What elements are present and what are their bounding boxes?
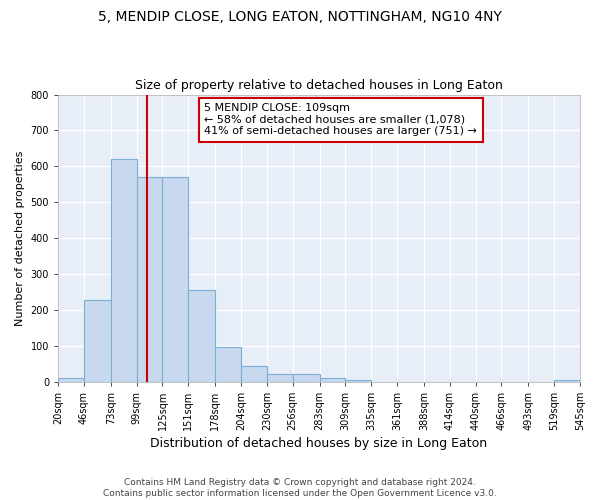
Bar [215, 347, 241, 382]
Text: 5, MENDIP CLOSE, LONG EATON, NOTTINGHAM, NG10 4NY: 5, MENDIP CLOSE, LONG EATON, NOTTINGHAM,… [98, 10, 502, 24]
Title: Size of property relative to detached houses in Long Eaton: Size of property relative to detached ho… [135, 79, 503, 92]
Text: Contains HM Land Registry data © Crown copyright and database right 2024.
Contai: Contains HM Land Registry data © Crown c… [103, 478, 497, 498]
Bar [554, 380, 580, 382]
Bar [188, 290, 215, 382]
Bar [293, 374, 320, 382]
Text: 5 MENDIP CLOSE: 109sqm
← 58% of detached houses are smaller (1,078)
41% of semi-: 5 MENDIP CLOSE: 109sqm ← 58% of detached… [204, 103, 477, 136]
Bar [320, 378, 346, 382]
Bar [58, 378, 84, 382]
Bar [267, 374, 293, 382]
Bar [346, 380, 371, 382]
Y-axis label: Number of detached properties: Number of detached properties [15, 150, 25, 326]
Bar [241, 366, 267, 382]
Bar [137, 177, 163, 382]
Bar [111, 159, 137, 382]
Bar [163, 177, 188, 382]
X-axis label: Distribution of detached houses by size in Long Eaton: Distribution of detached houses by size … [151, 437, 488, 450]
Bar [84, 300, 111, 382]
